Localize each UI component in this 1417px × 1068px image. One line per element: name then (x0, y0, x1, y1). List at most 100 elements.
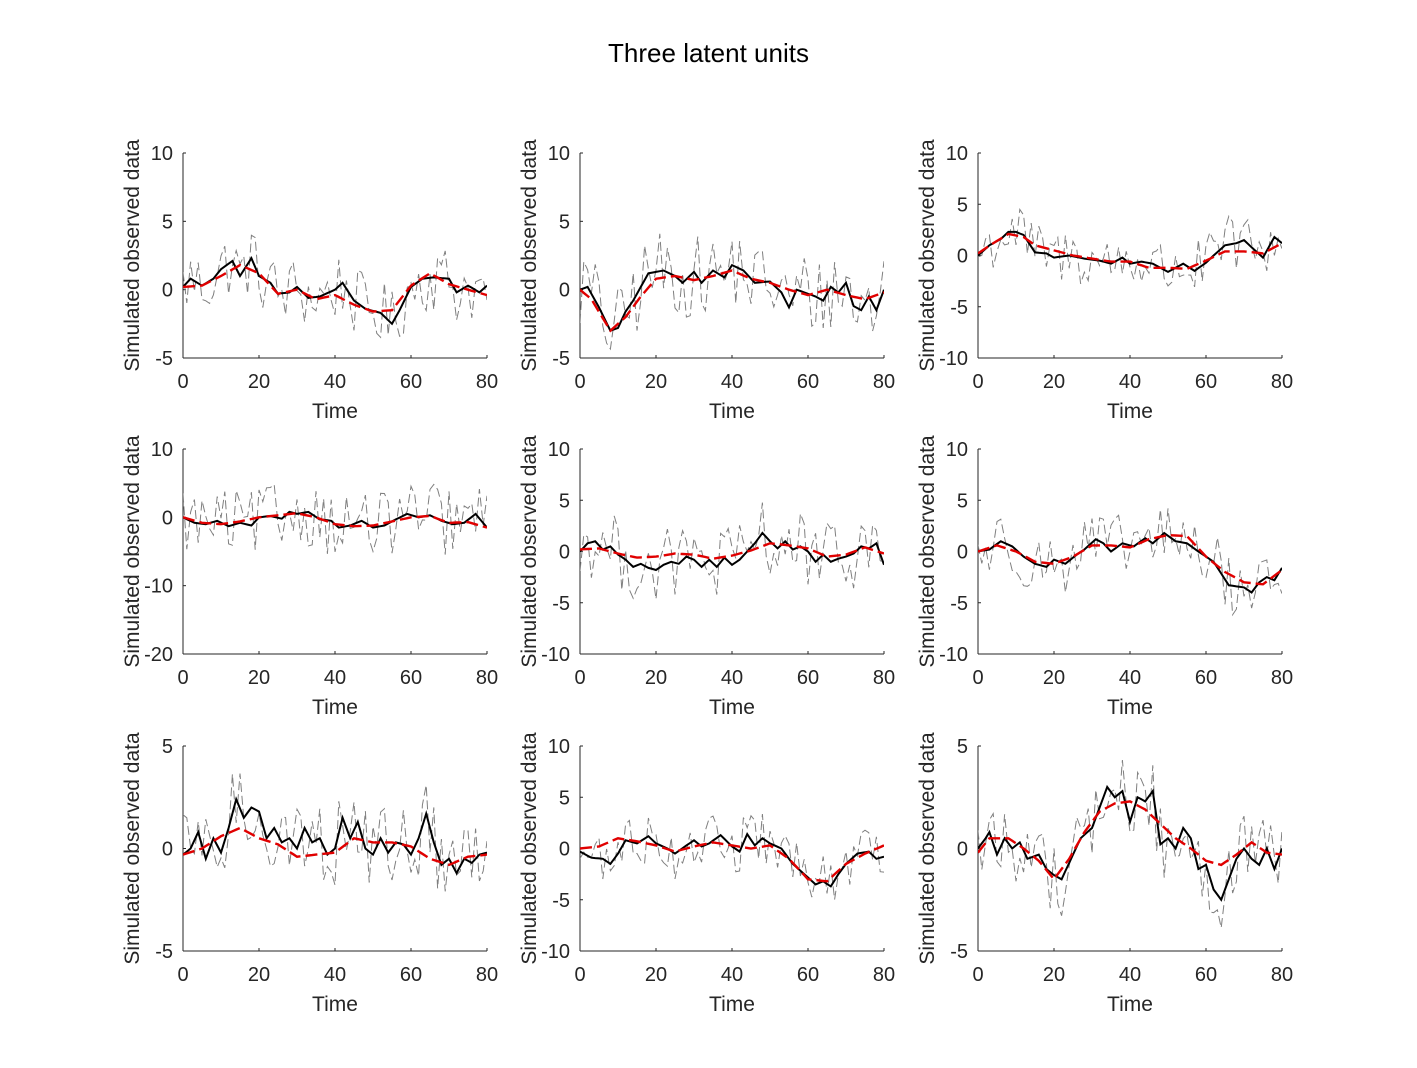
observed-series-line (183, 234, 487, 339)
y-axis-label: Simulated observed data (518, 435, 541, 668)
x-axis-label: Time (312, 993, 358, 1016)
x-tick-label: 20 (248, 667, 270, 689)
x-tick-label: 80 (476, 964, 498, 986)
y-tick-label: 0 (559, 280, 570, 302)
x-tick-label: 20 (1043, 667, 1065, 689)
subplot-5: 0 20 40 60 80 -10 -5 0 5 10 Time Simulated observed… (518, 435, 895, 719)
plot-area (978, 760, 1282, 928)
y-tick-label: -10 (144, 576, 173, 598)
y-tick-label: 5 (957, 490, 968, 512)
plot-area (580, 233, 884, 351)
y-axis-label: Simulated observed data (916, 139, 939, 372)
y-tick-label: -10 (939, 644, 968, 666)
latent-series-line (978, 533, 1282, 586)
y-axis-label: Simulated observed data (518, 732, 541, 965)
x-tick-label: 40 (1119, 964, 1141, 986)
x-tick-label: 0 (972, 667, 983, 689)
y-tick-label: -5 (950, 593, 968, 615)
observed-series-line (183, 483, 487, 555)
smoothed-series-line (978, 784, 1282, 902)
x-tick-label: 20 (1043, 964, 1065, 986)
y-axis-label: Simulated observed data (121, 435, 144, 668)
y-tick-label: 0 (162, 280, 173, 302)
y-tick-label: 10 (548, 143, 570, 165)
y-tick-label: 10 (548, 439, 570, 461)
x-tick-label: 80 (873, 667, 895, 689)
y-tick-label: -5 (950, 297, 968, 319)
y-tick-label: -10 (541, 644, 570, 666)
y-tick-label: 10 (151, 439, 173, 461)
y-tick-label: 0 (559, 542, 570, 564)
x-tick-label: 40 (324, 371, 346, 393)
plot-area (580, 814, 884, 900)
x-tick-label: 80 (1271, 964, 1293, 986)
smoothed-series-line (580, 531, 884, 572)
subplot-6: 0 20 40 60 80 -10 -5 0 5 10 Time Simulated observed… (916, 435, 1293, 719)
y-tick-label: -10 (541, 941, 570, 963)
x-tick-label: 80 (1271, 371, 1293, 393)
y-tick-label: 0 (957, 246, 968, 268)
x-tick-label: 60 (1195, 371, 1217, 393)
y-tick-label: -10 (939, 348, 968, 370)
latent-series-line (183, 263, 487, 313)
y-tick-label: -5 (155, 348, 173, 370)
x-tick-label: 60 (400, 964, 422, 986)
y-tick-label: 10 (548, 736, 570, 758)
y-axis-label: Simulated observed data (916, 732, 939, 965)
x-tick-label: 60 (797, 667, 819, 689)
latent-series-line (580, 837, 884, 883)
x-tick-label: 80 (476, 667, 498, 689)
x-tick-label: 40 (1119, 371, 1141, 393)
latent-series-line (183, 826, 487, 867)
x-tick-label: 60 (1195, 667, 1217, 689)
y-tick-label: -5 (552, 348, 570, 370)
x-axis-label: Time (709, 993, 755, 1016)
x-axis-label: Time (312, 696, 358, 719)
y-tick-label: 5 (957, 194, 968, 216)
subplot-3: 0 20 40 60 80 -10 -5 0 5 10 Time Simulated observed… (916, 139, 1293, 423)
subplot-4: 0 20 40 60 80 -20 -10 0 10 Time Simulated observed… (121, 435, 498, 719)
x-tick-label: 0 (972, 371, 983, 393)
observed-series-line (978, 508, 1282, 617)
x-tick-label: 80 (873, 964, 895, 986)
y-axis-label: Simulated observed data (916, 435, 939, 668)
observed-series-line (580, 814, 884, 900)
y-tick-label: 0 (162, 507, 173, 529)
observed-series-line (978, 207, 1282, 288)
x-axis-label: Time (312, 400, 358, 423)
x-axis-label: Time (1107, 696, 1153, 719)
plot-area (978, 508, 1282, 617)
x-tick-label: 0 (574, 371, 585, 393)
latent-series-line (580, 542, 884, 560)
plot-area (183, 234, 487, 339)
x-tick-label: 60 (797, 964, 819, 986)
y-tick-label: 5 (559, 787, 570, 809)
x-axis-label: Time (709, 400, 755, 423)
x-tick-label: 60 (400, 667, 422, 689)
x-tick-label: 60 (400, 371, 422, 393)
x-tick-label: 20 (248, 964, 270, 986)
x-tick-label: 40 (1119, 667, 1141, 689)
x-axis-label: Time (1107, 400, 1153, 423)
x-tick-label: 0 (177, 371, 188, 393)
x-tick-label: 20 (248, 371, 270, 393)
y-tick-label: 5 (162, 736, 173, 758)
figure-title: Three latent units (608, 38, 809, 68)
smoothed-series-line (183, 796, 487, 876)
x-tick-label: 20 (645, 964, 667, 986)
x-axis-label: Time (1107, 993, 1153, 1016)
y-tick-label: 5 (559, 211, 570, 233)
plot-area (580, 502, 884, 600)
y-tick-label: 0 (559, 839, 570, 861)
x-tick-label: 40 (324, 964, 346, 986)
x-tick-label: 20 (1043, 371, 1065, 393)
y-tick-label: 0 (162, 839, 173, 861)
x-tick-label: 40 (721, 964, 743, 986)
y-axis-label: Simulated observed data (121, 732, 144, 965)
y-tick-label: -20 (144, 644, 173, 666)
y-axis-label: Simulated observed data (518, 139, 541, 372)
x-tick-label: 40 (324, 667, 346, 689)
